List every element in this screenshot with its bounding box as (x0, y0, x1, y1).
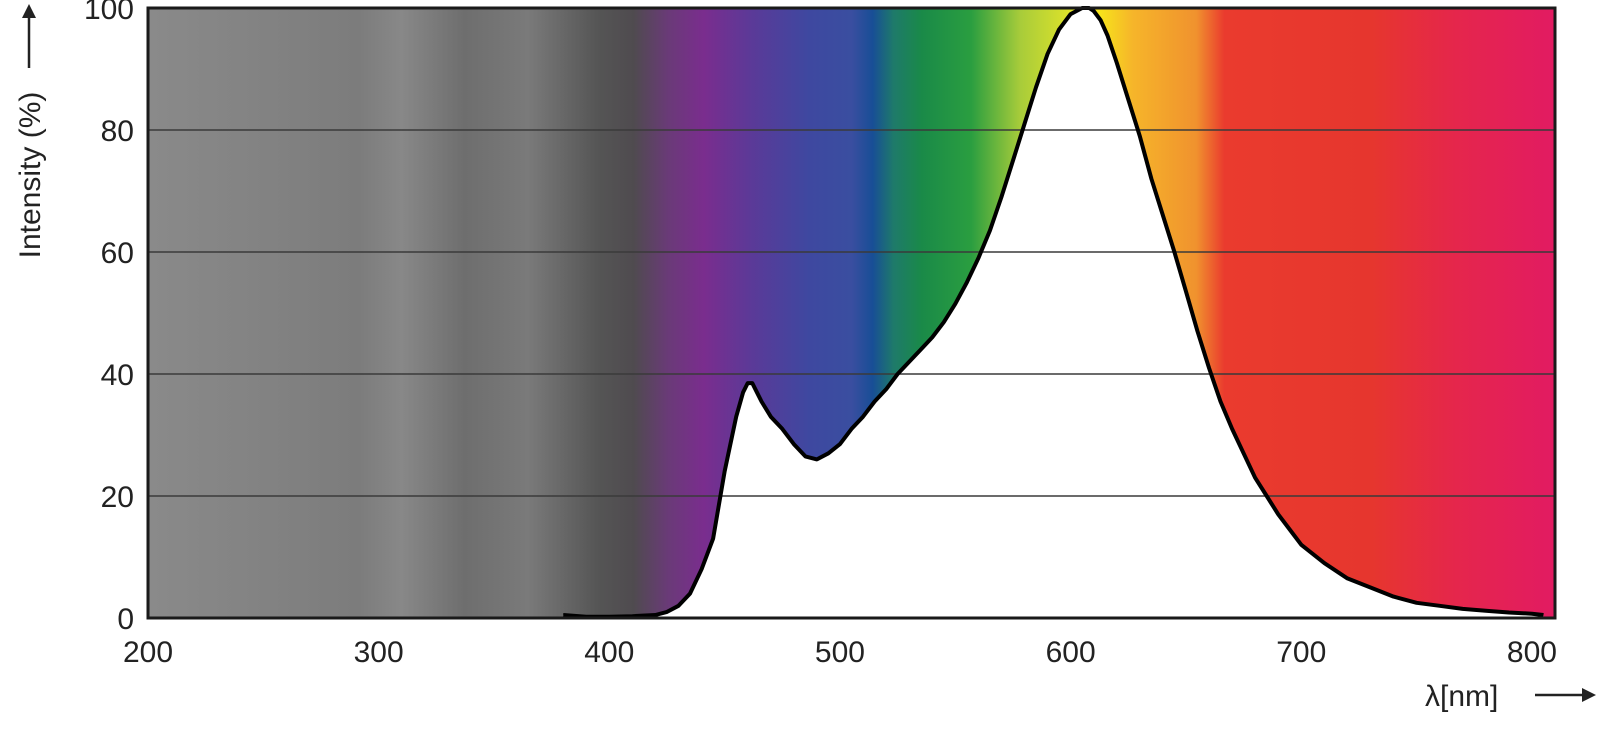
gridlines (148, 129, 1555, 497)
y-tick-label-20: 20 (101, 481, 134, 514)
y-tick-label-60: 60 (101, 237, 134, 270)
x-tick-label-300: 300 (354, 636, 404, 669)
x-tick-label-800: 800 (1507, 636, 1557, 669)
x-tick-label-700: 700 (1276, 636, 1326, 669)
plot-frame (146, 6, 1557, 620)
x-axis-arrow (1535, 688, 1596, 702)
y-tick-label-40: 40 (101, 359, 134, 392)
x-axis-ticks: 200 300 400 500 600 700 800 (123, 636, 1557, 669)
intensity-curve (563, 6, 1544, 619)
x-tick-label-600: 600 (1046, 636, 1096, 669)
x-tick-label-500: 500 (815, 636, 865, 669)
y-tick-label-100: 100 (84, 0, 134, 26)
y-tick-label-80: 80 (101, 115, 134, 148)
intensity-area (563, 8, 1544, 618)
y-axis-arrow (22, 4, 36, 68)
y-tick-label-0: 0 (117, 603, 134, 636)
x-tick-label-400: 400 (584, 636, 634, 669)
x-tick-label-200: 200 (123, 636, 173, 669)
y-axis-ticks: 0 20 40 60 80 100 (84, 0, 134, 636)
y-axis-title: Intensity (%) (14, 92, 47, 259)
x-axis-title: λ[nm] (1425, 680, 1498, 713)
